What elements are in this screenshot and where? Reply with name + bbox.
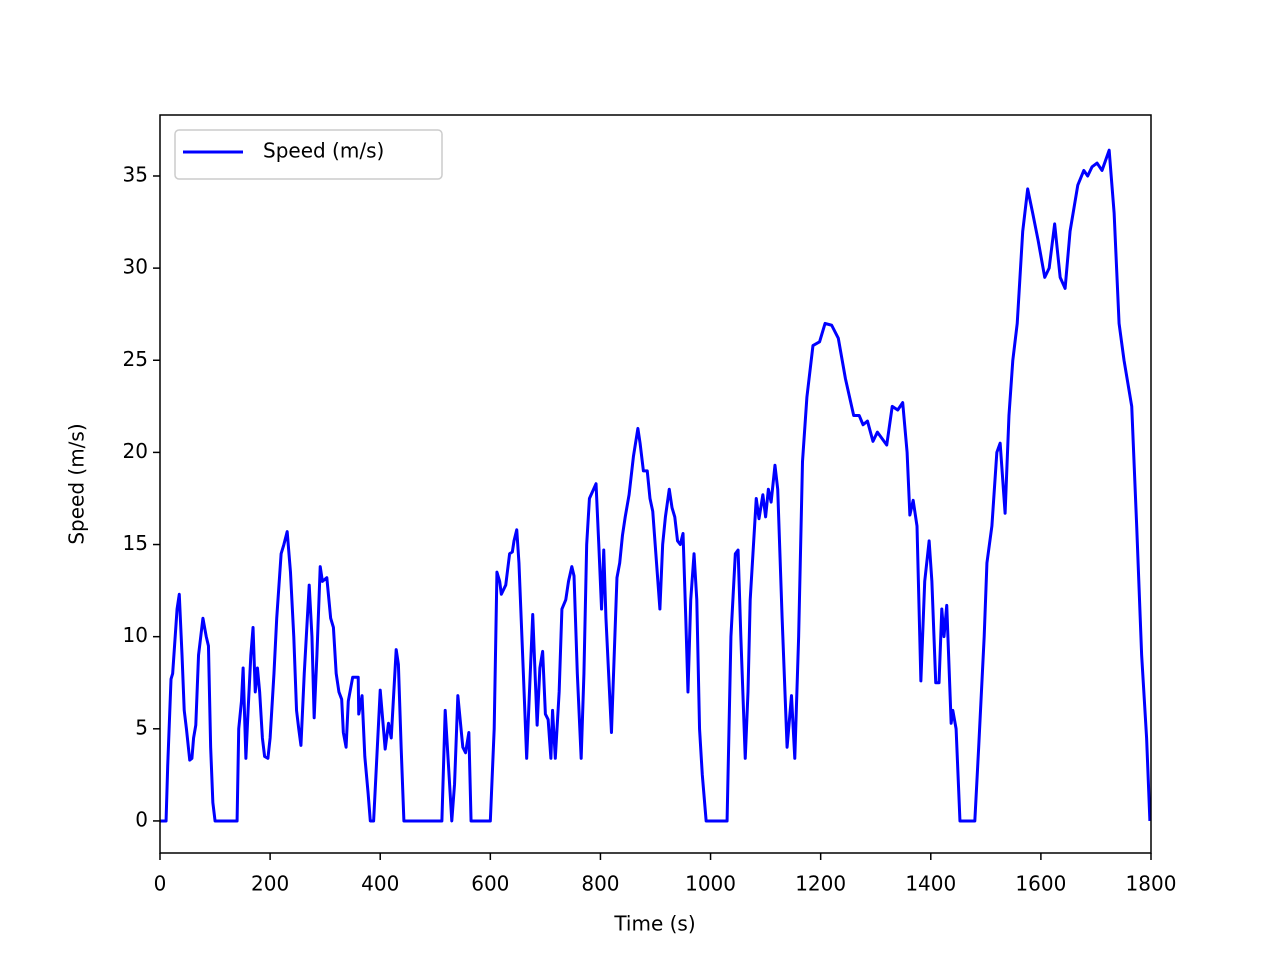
y-tick-label: 25 xyxy=(123,347,148,371)
y-tick-label: 20 xyxy=(123,439,148,463)
x-tick-label: 1600 xyxy=(1015,872,1066,896)
x-tick-label: 400 xyxy=(361,872,399,896)
x-tick-label: 600 xyxy=(471,872,509,896)
y-tick-label: 0 xyxy=(135,807,148,831)
x-tick-label: 1000 xyxy=(685,872,736,896)
x-tick-label: 200 xyxy=(251,872,289,896)
y-tick-label: 30 xyxy=(123,255,148,279)
y-tick-label: 35 xyxy=(123,162,148,186)
legend-frame xyxy=(174,129,443,180)
y-axis-label: Speed (m/s) xyxy=(65,423,89,544)
legend-label: Speed (m/s) xyxy=(263,139,384,163)
x-tick-label: 1800 xyxy=(1126,872,1177,896)
x-axis-label: Time (s) xyxy=(613,912,695,936)
x-tick-label: 1400 xyxy=(905,872,956,896)
y-tick-label: 10 xyxy=(123,623,148,647)
y-tick-label: 15 xyxy=(123,531,148,555)
data-line xyxy=(160,148,1152,823)
y-tick-label: 5 xyxy=(135,715,148,739)
x-tick-label: 800 xyxy=(581,872,619,896)
x-tick-label: 0 xyxy=(154,872,167,896)
x-tick-label: 1200 xyxy=(795,872,846,896)
plot-frame xyxy=(159,114,1152,854)
